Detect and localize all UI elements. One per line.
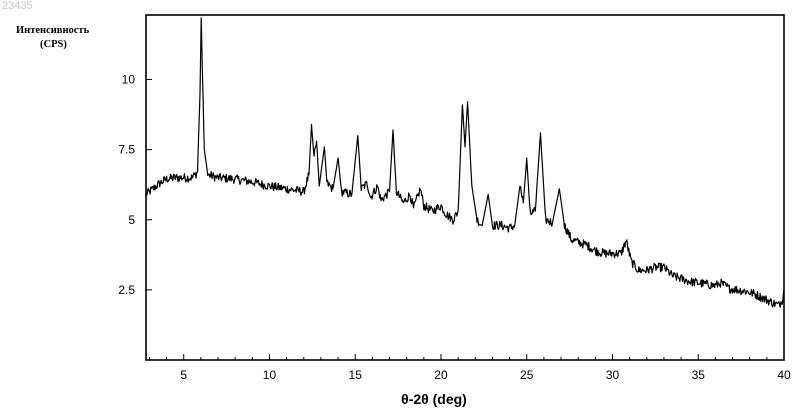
x-tick-label: 20: [434, 368, 448, 382]
x-tick-label: 35: [692, 368, 706, 382]
x-tick-label: 40: [777, 368, 791, 382]
plot-frame: [146, 15, 784, 360]
x-tick-label: 30: [606, 368, 620, 382]
y-tick-label: 7.5: [118, 143, 135, 157]
y-tick-label: 2.5: [118, 283, 135, 297]
x-tick-label: 15: [349, 368, 363, 382]
y-axis-ticks: 2.5 5 7.5 10: [118, 73, 152, 297]
diffraction-trace: [146, 18, 784, 308]
y-tick-label: 10: [122, 73, 136, 87]
x-axis-ticks: 5 10 15 20 25 30 35 40: [149, 354, 791, 382]
y-tick-label: 5: [128, 213, 135, 227]
x-tick-label: 10: [263, 368, 277, 382]
x-axis-label: θ-2θ (deg): [0, 391, 800, 407]
x-tick-label: 25: [520, 368, 534, 382]
x-tick-label: 5: [180, 368, 187, 382]
